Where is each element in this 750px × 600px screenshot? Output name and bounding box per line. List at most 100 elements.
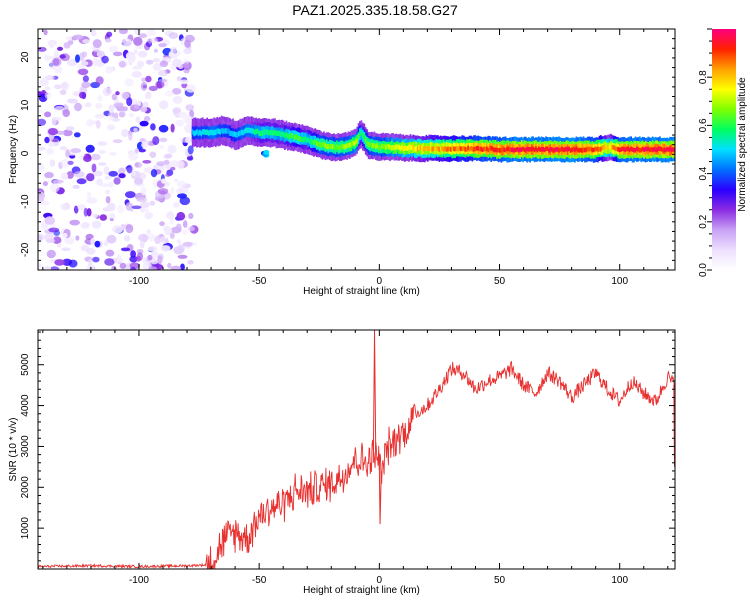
ridge-cell bbox=[424, 146, 426, 151]
ridge-cell bbox=[571, 147, 573, 153]
ridge-cell bbox=[428, 146, 431, 151]
ridge-cell bbox=[220, 127, 223, 134]
ridge-cell bbox=[546, 146, 549, 151]
ridge-cell bbox=[318, 141, 321, 147]
ridge-cell bbox=[649, 147, 651, 153]
noise-blob bbox=[86, 119, 94, 127]
noise-blob bbox=[108, 112, 113, 121]
noise-blob bbox=[158, 78, 167, 83]
noise-blob bbox=[45, 148, 55, 155]
noise-blob bbox=[79, 91, 87, 99]
ridge-cell bbox=[447, 146, 449, 152]
ridge-cell bbox=[236, 132, 239, 138]
noise-blob bbox=[101, 55, 109, 64]
noise-blob bbox=[172, 107, 182, 114]
noise-blob bbox=[183, 48, 192, 55]
noise-blob bbox=[98, 162, 107, 166]
noise-blob bbox=[150, 258, 159, 265]
noise-blob bbox=[150, 123, 156, 131]
noise-blob bbox=[172, 202, 180, 208]
ridge-cell bbox=[662, 148, 664, 153]
noise-blob bbox=[175, 223, 182, 233]
ridge-cell bbox=[337, 144, 340, 150]
noise-blob bbox=[187, 145, 194, 155]
ridge-cell bbox=[421, 146, 423, 151]
noise-blob bbox=[81, 81, 91, 89]
noise-blob bbox=[182, 241, 193, 247]
noise-blob bbox=[108, 152, 117, 156]
ridge-cell bbox=[535, 146, 537, 151]
ridge-cell bbox=[268, 130, 270, 136]
y-tick-label: 1000 bbox=[20, 517, 31, 540]
ridge-cell bbox=[574, 147, 576, 153]
ridge-cell bbox=[278, 130, 281, 137]
ridge-cell bbox=[598, 147, 601, 152]
ridge-cell bbox=[644, 146, 647, 152]
noise-blob bbox=[134, 162, 143, 168]
noise-blob bbox=[141, 141, 149, 149]
ridge-cell bbox=[385, 144, 387, 150]
noise-blob bbox=[44, 86, 51, 91]
ridge-cell bbox=[503, 147, 506, 153]
ridge-cell bbox=[326, 144, 328, 150]
ridge-cell bbox=[608, 144, 611, 149]
ridge-cell bbox=[350, 141, 353, 147]
ridge-cell bbox=[416, 146, 419, 152]
noise-blob bbox=[108, 104, 115, 114]
ridge-cell bbox=[401, 144, 403, 150]
ridge-cell bbox=[287, 133, 289, 139]
noise-blob bbox=[145, 91, 152, 100]
ridge-cell bbox=[248, 127, 250, 133]
ridge-cell bbox=[572, 146, 575, 152]
ridge-cell bbox=[624, 147, 627, 153]
ridge-cell bbox=[513, 148, 516, 153]
ridge-cell bbox=[605, 145, 608, 151]
ridge-cell bbox=[313, 139, 315, 146]
ridge-cell bbox=[614, 146, 617, 151]
noise-blob bbox=[185, 104, 195, 111]
noise-blob bbox=[177, 111, 188, 119]
noise-blob bbox=[62, 232, 68, 239]
noise-blob bbox=[67, 160, 74, 165]
ridge-cell bbox=[227, 128, 230, 135]
noise-blob bbox=[50, 183, 60, 193]
ridge-cell bbox=[601, 145, 604, 151]
noise-blob bbox=[44, 136, 50, 144]
noise-blob bbox=[44, 111, 52, 118]
ridge-cell bbox=[251, 128, 253, 134]
ridge-cell bbox=[529, 147, 531, 152]
ridge-cell bbox=[357, 134, 360, 140]
noise-blob bbox=[139, 172, 147, 180]
noise-blob bbox=[81, 61, 89, 66]
ridge-cell bbox=[470, 145, 472, 151]
ridge-cell bbox=[344, 144, 347, 150]
ridge-cell bbox=[514, 147, 517, 153]
noise-blob bbox=[176, 76, 182, 82]
ridge-cell bbox=[418, 145, 420, 150]
ridge-cell bbox=[582, 147, 585, 153]
noise-blob bbox=[77, 68, 89, 76]
noise-blob bbox=[67, 98, 78, 104]
ridge-cell bbox=[212, 130, 214, 136]
noise-blob bbox=[106, 31, 113, 38]
ridge-cell bbox=[206, 129, 208, 135]
ridge-cell bbox=[507, 146, 510, 152]
noise-blob bbox=[96, 178, 103, 186]
noise-blob bbox=[49, 266, 60, 270]
ridge-cell bbox=[376, 143, 379, 149]
ridge-cell bbox=[432, 146, 435, 151]
ridge-cell bbox=[539, 147, 542, 152]
noise-blob bbox=[149, 200, 156, 206]
noise-blob bbox=[47, 39, 58, 47]
ridge-cell bbox=[291, 133, 294, 139]
noise-blob bbox=[170, 265, 182, 270]
noise-blob bbox=[92, 213, 98, 218]
noise-blob bbox=[72, 184, 80, 189]
noise-blob bbox=[44, 55, 55, 60]
noise-blob bbox=[70, 148, 82, 154]
ridge-cell bbox=[548, 148, 550, 153]
noise-blob bbox=[53, 50, 59, 59]
ridge-cell bbox=[481, 147, 484, 152]
noise-blob bbox=[109, 213, 116, 219]
ridge-cell bbox=[496, 147, 498, 153]
